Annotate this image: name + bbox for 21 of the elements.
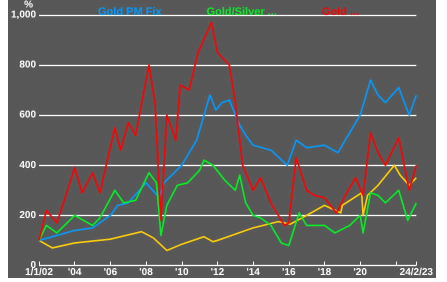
y-tick-label: 600 bbox=[19, 110, 36, 121]
text: Gold PM Fix bbox=[98, 6, 162, 18]
x-tick-label: '14 bbox=[246, 267, 260, 278]
x-tick-label: '18 bbox=[318, 267, 332, 278]
x-tick-label: '06 bbox=[104, 267, 118, 278]
x-tick-label: '04 bbox=[68, 267, 82, 278]
x-tick-label: '10 bbox=[174, 267, 189, 278]
text: Gold/Silver ... bbox=[206, 6, 277, 18]
y-tick-label: 800 bbox=[19, 60, 36, 71]
x-tick-label: '08 bbox=[139, 267, 154, 278]
x-tick-label: '12 bbox=[210, 267, 225, 278]
x-tick-label: '16 bbox=[282, 267, 296, 278]
y-axis-title: % bbox=[24, 0, 34, 10]
y-tick-label: 1,000 bbox=[10, 9, 36, 20]
line-series bbox=[38, 22, 418, 242]
text: Gold ... bbox=[322, 6, 360, 18]
x-tick-label: 24/2/23 bbox=[400, 267, 434, 278]
line-series bbox=[38, 79, 418, 242]
y-tick-label: 400 bbox=[19, 160, 36, 171]
x-tick-label: '20 bbox=[353, 267, 368, 278]
y-tick-label: 200 bbox=[19, 210, 36, 221]
